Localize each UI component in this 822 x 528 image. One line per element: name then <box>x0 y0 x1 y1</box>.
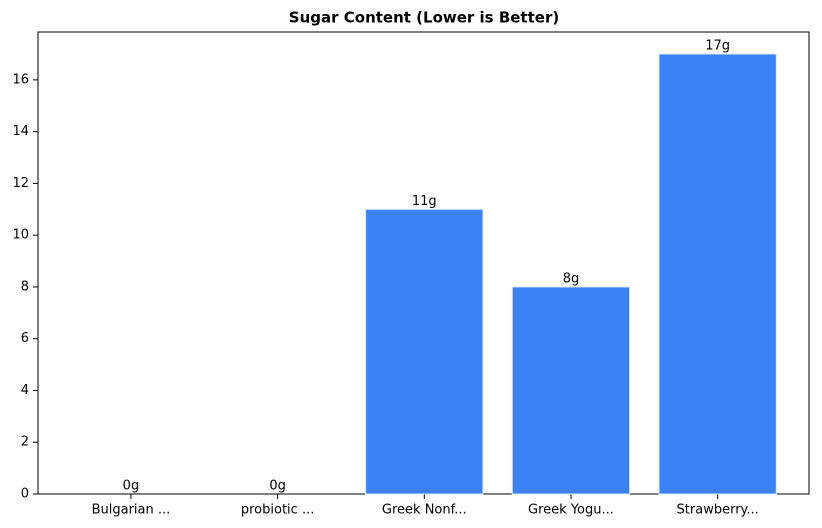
value-label: 8g <box>563 271 580 286</box>
value-label: 0g <box>269 479 286 494</box>
x-tick-label: probiotic ... <box>241 503 314 518</box>
x-tick-label: Greek Yogu... <box>528 503 614 518</box>
y-tick-label: 4 <box>21 383 29 398</box>
x-tick-label: Strawberry... <box>677 503 759 518</box>
chart-title: Sugar Content (Lower is Better) <box>289 9 559 27</box>
y-tick-label: 12 <box>12 176 29 191</box>
y-tick-label: 14 <box>12 124 29 139</box>
x-tick-label: Bulgarian ... <box>92 503 171 518</box>
x-tick-label: Greek Nonf... <box>382 503 467 518</box>
y-tick-label: 10 <box>12 228 29 243</box>
y-tick-label: 16 <box>12 72 29 87</box>
y-tick-label: 8 <box>21 279 29 294</box>
value-label: 17g <box>705 39 730 54</box>
bar <box>658 53 777 495</box>
y-tick-label: 0 <box>21 487 29 502</box>
y-tick-label: 2 <box>21 435 29 450</box>
y-tick-label: 6 <box>21 331 29 346</box>
value-label: 11g <box>412 194 437 209</box>
bar <box>511 286 631 495</box>
value-label: 0g <box>123 479 140 494</box>
bar <box>365 208 484 495</box>
